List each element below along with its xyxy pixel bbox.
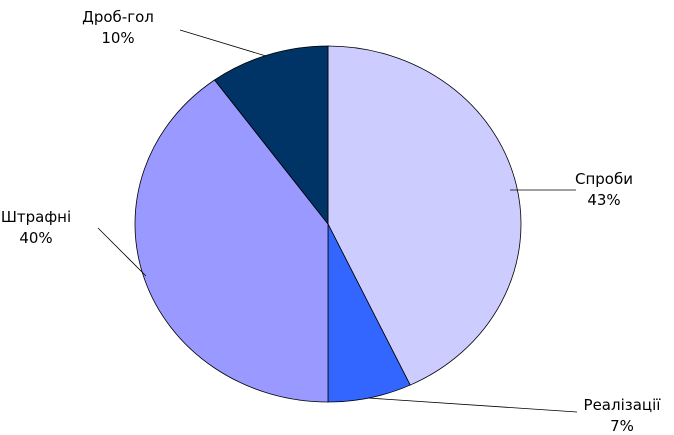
pie-slices: [134, 45, 522, 403]
slice-value-label: 7%: [610, 417, 634, 435]
slice-value-label: 40%: [19, 229, 52, 247]
leader-lines: [97, 29, 578, 413]
leader-line: [97, 227, 147, 277]
slice-category-label: Дроб-гол: [82, 8, 154, 26]
slice-value-label: 10%: [101, 29, 134, 47]
slice-value-label: 43%: [587, 191, 620, 209]
slice-labels: Спроби 43% Реалізації 7% Штрафні 40% Дроб-гол 1…: [1, 8, 661, 435]
slice-category-label: Штрафні: [1, 208, 71, 226]
pie-slice: [213, 45, 329, 226]
pie-slice: [134, 79, 329, 403]
pie-slice: [327, 45, 522, 386]
slice-category-label: Спроби: [575, 170, 633, 188]
leader-line: [367, 397, 578, 413]
slice-category-label: Реалізації: [584, 396, 662, 414]
leader-line: [179, 29, 267, 57]
